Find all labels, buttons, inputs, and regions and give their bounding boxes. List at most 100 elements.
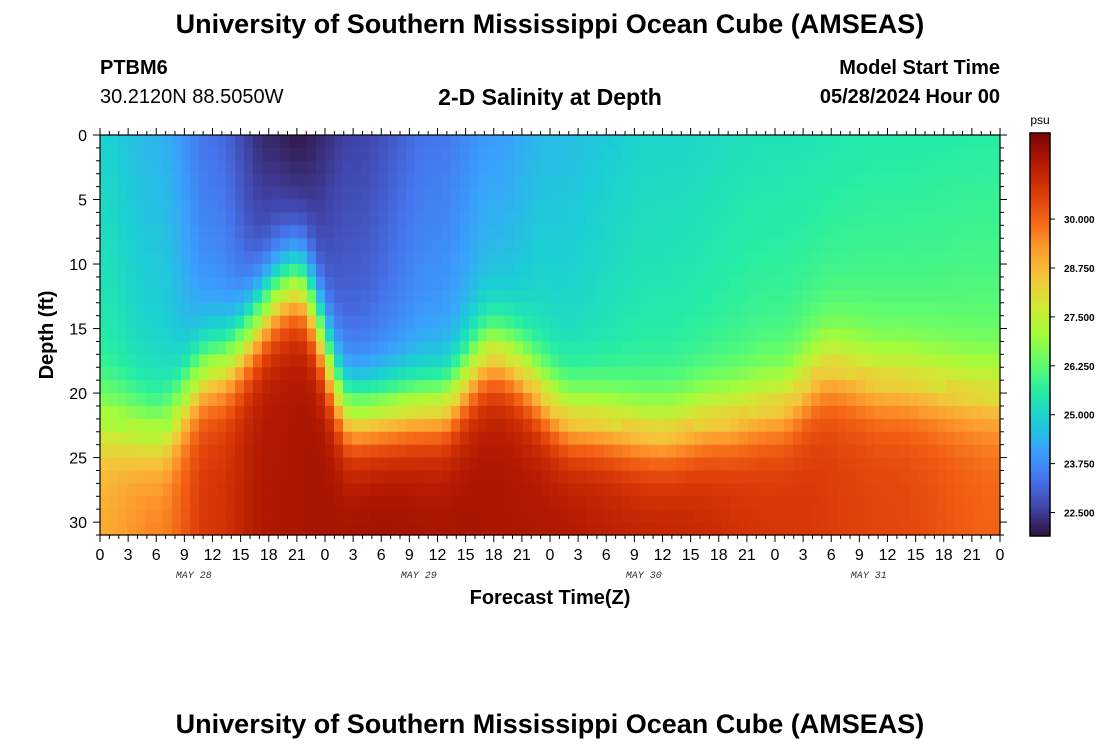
heatmap-cell bbox=[181, 483, 191, 497]
heatmap-cell bbox=[892, 354, 902, 368]
heatmap-cell bbox=[244, 315, 254, 330]
heatmap-cell bbox=[739, 354, 749, 368]
heatmap-cell bbox=[991, 135, 1001, 149]
heatmap-cell bbox=[802, 393, 812, 407]
heatmap-cell bbox=[793, 509, 803, 523]
heatmap-cell bbox=[388, 522, 398, 536]
heatmap-cell bbox=[964, 264, 974, 278]
heatmap-cell bbox=[757, 212, 767, 226]
heatmap-cell bbox=[541, 341, 551, 355]
heatmap-cell bbox=[775, 457, 785, 472]
heatmap-cell bbox=[325, 341, 335, 355]
heatmap-cell bbox=[469, 418, 479, 433]
heatmap-cell bbox=[487, 212, 497, 226]
heatmap-cell bbox=[982, 509, 992, 523]
heatmap-cell bbox=[244, 173, 254, 188]
heatmap-cell bbox=[955, 186, 965, 201]
heatmap-cell bbox=[838, 238, 848, 252]
heatmap-cell bbox=[559, 470, 569, 484]
heatmap-cell bbox=[946, 522, 956, 536]
heatmap-cell bbox=[541, 160, 551, 175]
heatmap-cell bbox=[892, 522, 902, 536]
heatmap-cell bbox=[937, 135, 947, 149]
x-tick-label: 21 bbox=[513, 547, 531, 564]
heatmap-cell bbox=[820, 135, 830, 149]
heatmap-cell bbox=[550, 199, 560, 214]
heatmap-cell bbox=[226, 315, 236, 330]
heatmap-cell bbox=[964, 160, 974, 175]
heatmap-cell bbox=[199, 289, 209, 304]
heatmap-cell bbox=[766, 367, 776, 381]
heatmap-cell bbox=[451, 380, 461, 394]
heatmap-cell bbox=[154, 496, 164, 510]
heatmap-cell bbox=[379, 135, 389, 149]
heatmap-cell bbox=[208, 380, 218, 394]
heatmap-cell bbox=[460, 367, 470, 381]
heatmap-cell bbox=[325, 289, 335, 304]
heatmap-cell bbox=[442, 509, 452, 523]
heatmap-cell bbox=[766, 470, 776, 484]
heatmap-cell bbox=[271, 431, 281, 446]
heatmap-cell bbox=[109, 457, 119, 472]
heatmap-cell bbox=[964, 276, 974, 291]
heatmap-cell bbox=[226, 135, 236, 149]
heatmap-cell bbox=[604, 483, 614, 497]
heatmap-cell bbox=[406, 431, 416, 446]
heatmap-cell bbox=[352, 380, 362, 394]
heatmap-cell bbox=[964, 341, 974, 355]
heatmap-cell bbox=[145, 276, 155, 291]
heatmap-cell bbox=[523, 186, 533, 201]
heatmap-cell bbox=[424, 238, 434, 252]
heatmap-cell bbox=[208, 302, 218, 317]
heatmap-cell bbox=[766, 393, 776, 407]
heatmap-cell bbox=[118, 212, 128, 226]
heatmap-cell bbox=[730, 147, 740, 162]
heatmap-cell bbox=[838, 251, 848, 265]
heatmap-cell bbox=[406, 264, 416, 278]
heatmap-cell bbox=[892, 470, 902, 484]
heatmap-cell bbox=[775, 522, 785, 536]
heatmap-cell bbox=[505, 251, 515, 265]
heatmap-cell bbox=[298, 457, 308, 472]
heatmap-cell bbox=[343, 302, 353, 317]
heatmap-cell bbox=[757, 147, 767, 162]
heatmap-cell bbox=[190, 186, 200, 201]
heatmap-cell bbox=[199, 212, 209, 226]
heatmap-cell bbox=[874, 147, 884, 162]
heatmap-cell bbox=[901, 302, 911, 317]
heatmap-cell bbox=[253, 328, 263, 343]
heatmap-cell bbox=[955, 199, 965, 214]
heatmap-cell bbox=[343, 276, 353, 291]
heatmap-cell bbox=[550, 186, 560, 201]
heatmap-cell bbox=[325, 380, 335, 394]
heatmap-cell bbox=[487, 315, 497, 330]
heatmap-cell bbox=[379, 289, 389, 304]
heatmap-cell bbox=[343, 341, 353, 355]
heatmap-cell bbox=[604, 405, 614, 420]
heatmap-cell bbox=[352, 173, 362, 188]
heatmap-cell bbox=[433, 173, 443, 188]
heatmap-cell bbox=[757, 199, 767, 214]
heatmap-cell bbox=[730, 251, 740, 265]
heatmap-cell bbox=[820, 199, 830, 214]
heatmap-cell bbox=[397, 418, 407, 433]
heatmap-cell bbox=[316, 380, 326, 394]
heatmap-cell bbox=[451, 405, 461, 420]
heatmap-cell bbox=[811, 199, 821, 214]
heatmap-cell bbox=[505, 264, 515, 278]
heatmap-cell bbox=[343, 225, 353, 239]
heatmap-cell bbox=[118, 186, 128, 201]
heatmap-cell bbox=[199, 147, 209, 162]
heatmap-cell bbox=[424, 393, 434, 407]
heatmap-cell bbox=[919, 354, 929, 368]
heatmap-cell bbox=[568, 380, 578, 394]
heatmap-cell bbox=[100, 225, 110, 239]
heatmap-cell bbox=[721, 199, 731, 214]
heatmap-cell bbox=[739, 238, 749, 252]
heatmap-cell bbox=[145, 418, 155, 433]
heatmap-cell bbox=[802, 431, 812, 446]
heatmap-cell bbox=[280, 238, 290, 252]
heatmap-cell bbox=[298, 173, 308, 188]
heatmap-cell bbox=[640, 276, 650, 291]
heatmap-cell bbox=[118, 470, 128, 484]
